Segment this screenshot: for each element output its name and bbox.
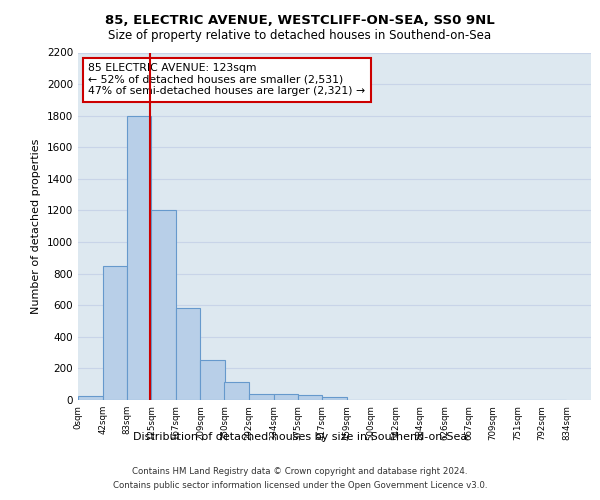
- Bar: [103, 266, 127, 400]
- Text: 85, ELECTRIC AVENUE, WESTCLIFF-ON-SEA, SS0 9NL: 85, ELECTRIC AVENUE, WESTCLIFF-ON-SEA, S…: [105, 14, 495, 27]
- Text: Contains public sector information licensed under the Open Government Licence v3: Contains public sector information licen…: [113, 481, 487, 490]
- Text: Size of property relative to detached houses in Southend-on-Sea: Size of property relative to detached ho…: [109, 29, 491, 42]
- Bar: [249, 394, 274, 400]
- Text: Distribution of detached houses by size in Southend-on-Sea: Distribution of detached houses by size …: [133, 432, 467, 442]
- Bar: [127, 116, 151, 400]
- Bar: [151, 210, 176, 400]
- Bar: [298, 396, 322, 400]
- Bar: [322, 397, 347, 400]
- Y-axis label: Number of detached properties: Number of detached properties: [31, 138, 41, 314]
- Bar: [200, 360, 225, 400]
- Text: Contains HM Land Registry data © Crown copyright and database right 2024.: Contains HM Land Registry data © Crown c…: [132, 468, 468, 476]
- Bar: [274, 394, 298, 400]
- Bar: [176, 308, 200, 400]
- Bar: [78, 396, 103, 400]
- Bar: [224, 382, 249, 400]
- Text: 85 ELECTRIC AVENUE: 123sqm
← 52% of detached houses are smaller (2,531)
47% of s: 85 ELECTRIC AVENUE: 123sqm ← 52% of deta…: [88, 63, 365, 96]
